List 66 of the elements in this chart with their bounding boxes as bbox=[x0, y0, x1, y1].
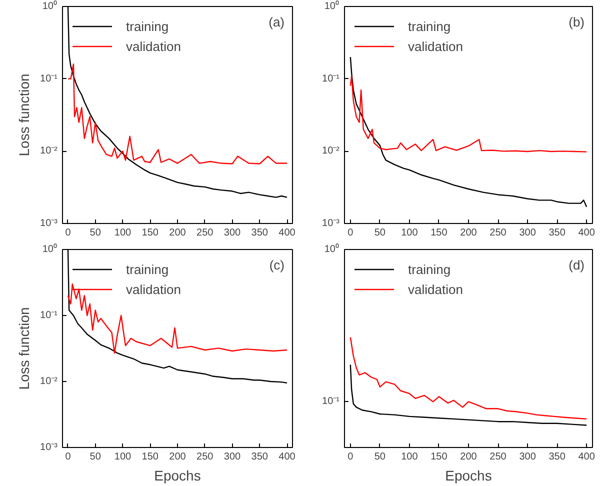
legend-label: validation bbox=[408, 38, 463, 54]
x-tick-label: 350 bbox=[548, 452, 566, 462]
x-tick-label: 300 bbox=[224, 228, 242, 238]
x-tick-label: 350 bbox=[251, 228, 268, 238]
x-tick-label: 400 bbox=[278, 452, 296, 462]
x-tick-label: 100 bbox=[114, 228, 132, 238]
legend-label: validation bbox=[126, 38, 181, 54]
y-tick-label: 10⁻³ bbox=[40, 218, 58, 229]
x-tick-label: 200 bbox=[169, 228, 186, 238]
x-tick-label: 400 bbox=[278, 228, 296, 238]
x-tick-label: 100 bbox=[114, 452, 132, 462]
x-tick-label: 50 bbox=[90, 228, 102, 238]
y-axis-title: Loss function bbox=[16, 307, 32, 390]
x-tick-label: 250 bbox=[196, 228, 214, 238]
y-tick-label: 10⁻³ bbox=[322, 218, 340, 229]
y-tick-label: 10⁰ bbox=[324, 243, 340, 255]
legend-label: training bbox=[126, 262, 169, 276]
y-tick-label: 10⁻¹ bbox=[322, 396, 340, 408]
x-tick-label: 150 bbox=[430, 228, 448, 238]
legend-label: training bbox=[408, 262, 451, 276]
x-tick-label: 150 bbox=[142, 228, 159, 238]
y-tick-label: 10⁰ bbox=[324, 0, 340, 12]
x-tick-label: 0 bbox=[65, 228, 72, 238]
y-axis-title: Loss function bbox=[16, 74, 32, 156]
legend-label: training bbox=[408, 18, 451, 34]
y-tick-label: 10⁻³ bbox=[40, 442, 58, 453]
x-tick-label: 400 bbox=[578, 452, 596, 462]
y-tick-label: 10⁻¹ bbox=[40, 310, 58, 321]
y-tick-label: 10⁻² bbox=[40, 376, 58, 387]
x-tick-label: 350 bbox=[251, 452, 268, 462]
y-tick-label: 10⁻² bbox=[40, 146, 58, 157]
x-tick-label: 200 bbox=[460, 452, 478, 462]
y-tick-label: 10⁻¹ bbox=[40, 73, 58, 84]
legend-label: validation bbox=[408, 282, 463, 296]
annotation: (b) bbox=[568, 14, 584, 30]
x-tick-label: 100 bbox=[401, 452, 418, 462]
x-tick-label: 300 bbox=[224, 452, 242, 462]
annotation: (d) bbox=[568, 258, 584, 272]
x-tick-label: 150 bbox=[430, 452, 448, 462]
x-tick-label: 250 bbox=[490, 452, 507, 462]
x-tick-label: 50 bbox=[374, 228, 386, 238]
x-axis-title: Epochs bbox=[154, 468, 201, 484]
x-tick-label: 0 bbox=[348, 228, 354, 238]
annotation: (a) bbox=[268, 14, 284, 30]
legend-label: validation bbox=[126, 282, 181, 296]
x-tick-label: 400 bbox=[578, 228, 596, 238]
y-tick-label: 10⁻¹ bbox=[322, 73, 340, 84]
legend-label: training bbox=[126, 18, 169, 34]
x-tick-label: 300 bbox=[519, 228, 536, 238]
x-tick-label: 0 bbox=[65, 452, 72, 462]
x-tick-label: 200 bbox=[169, 452, 186, 462]
x-tick-label: 150 bbox=[142, 452, 159, 462]
x-tick-label: 200 bbox=[460, 228, 478, 238]
x-tick-label: 250 bbox=[490, 228, 507, 238]
annotation: (c) bbox=[269, 258, 285, 272]
x-axis-title: Epochs bbox=[445, 468, 492, 484]
x-tick-label: 250 bbox=[196, 452, 214, 462]
x-tick-label: 350 bbox=[548, 228, 566, 238]
y-tick-label: 10⁰ bbox=[42, 243, 58, 255]
x-tick-label: 50 bbox=[374, 452, 386, 462]
x-tick-label: 100 bbox=[401, 228, 418, 238]
x-tick-label: 300 bbox=[519, 452, 536, 462]
y-tick-label: 10⁰ bbox=[42, 0, 58, 12]
y-tick-label: 10⁻² bbox=[322, 146, 340, 157]
x-tick-label: 50 bbox=[90, 452, 102, 462]
x-tick-label: 0 bbox=[348, 452, 354, 462]
